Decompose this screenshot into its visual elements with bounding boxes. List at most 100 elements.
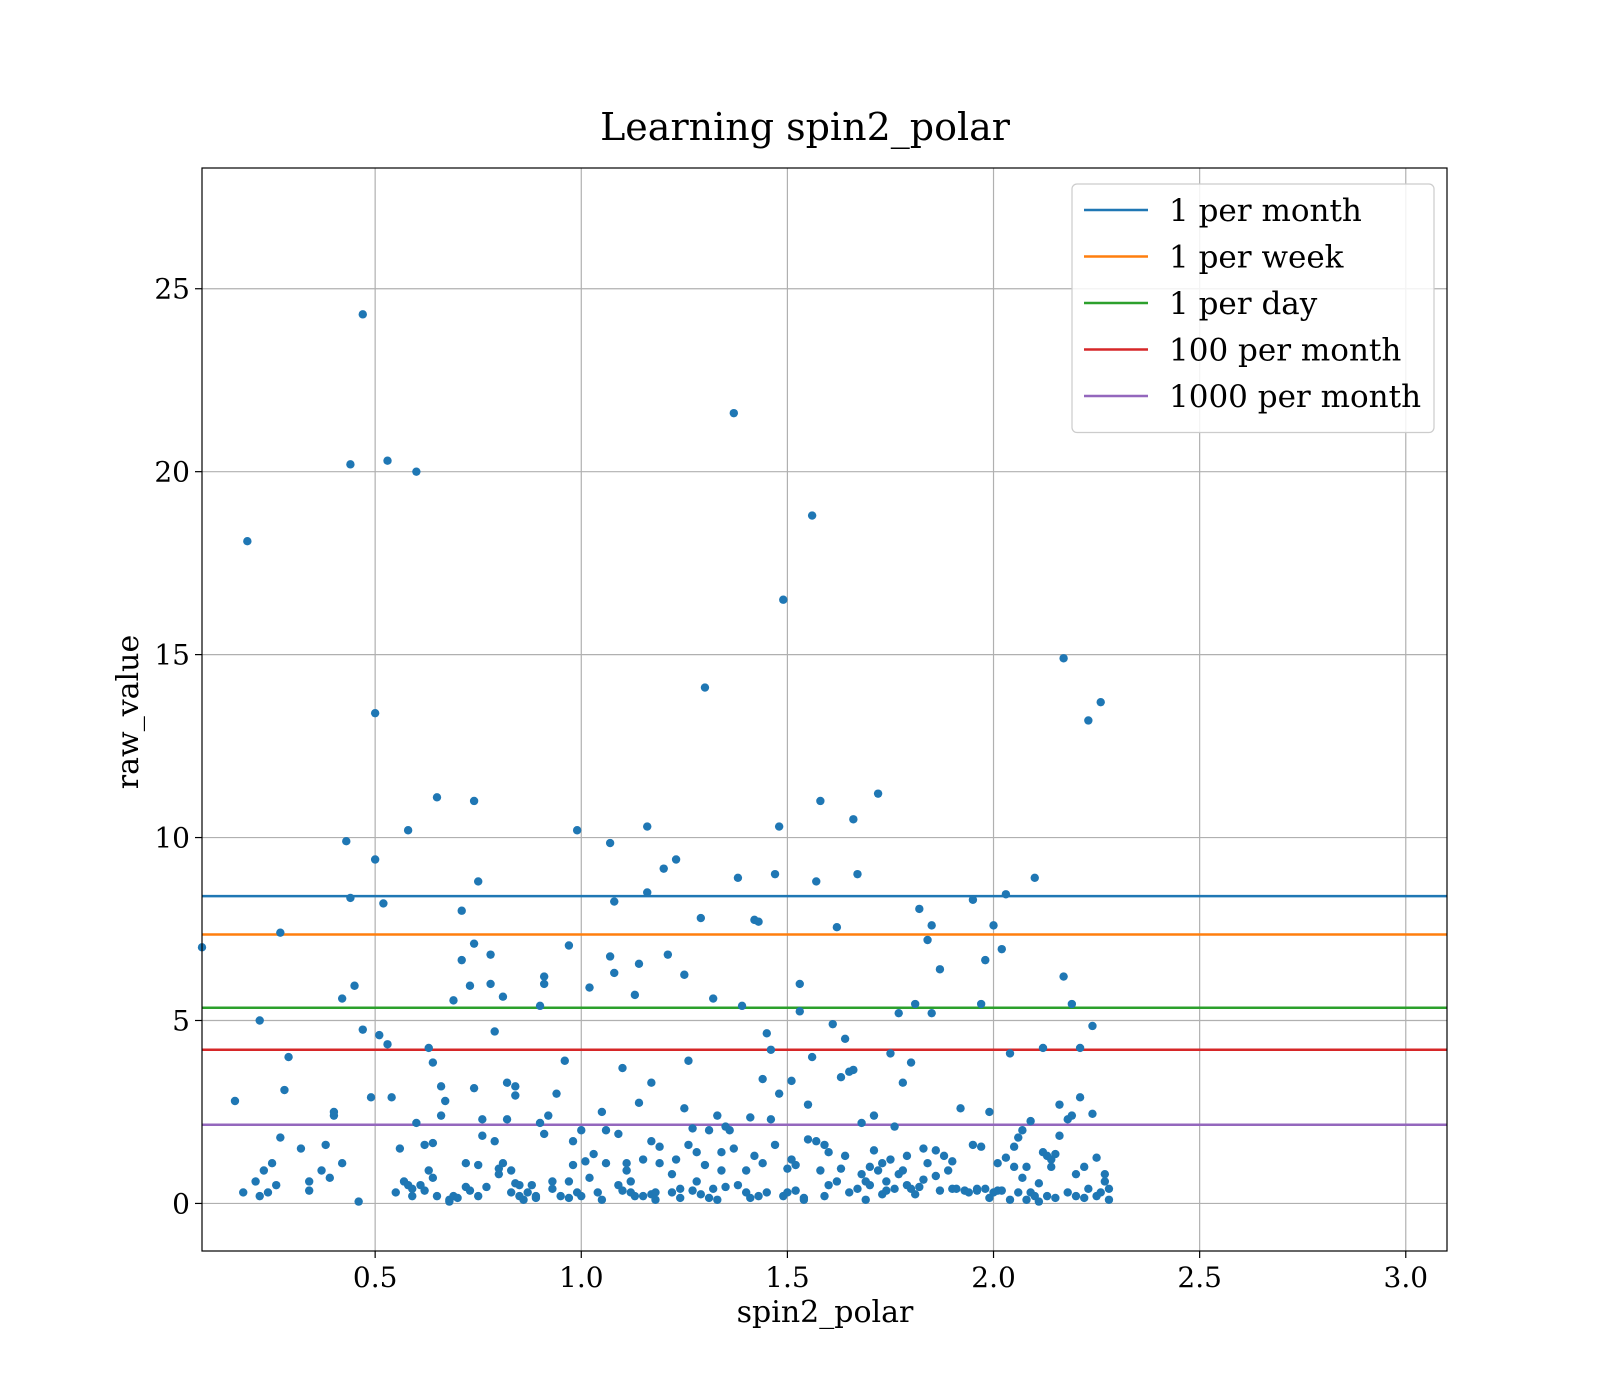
data-point <box>816 1166 825 1175</box>
data-point <box>898 1166 908 1175</box>
data-point <box>935 1186 945 1195</box>
data-point <box>379 899 388 908</box>
data-point <box>878 1158 887 1168</box>
data-point <box>1009 1142 1019 1151</box>
data-point <box>585 1173 594 1183</box>
data-point <box>898 1078 908 1087</box>
data-point <box>791 1186 800 1195</box>
data-point <box>787 1076 796 1086</box>
data-point <box>350 981 359 990</box>
data-point <box>952 1184 961 1194</box>
data-point <box>548 1184 557 1194</box>
data-point <box>754 1191 763 1201</box>
data-point <box>1022 1162 1031 1172</box>
data-point <box>890 1184 899 1194</box>
data-point <box>610 897 619 906</box>
data-point <box>1071 1191 1081 1201</box>
data-point <box>457 906 466 915</box>
y-tick-label: 15 <box>154 639 190 672</box>
data-point <box>412 467 421 476</box>
data-point <box>267 1158 277 1168</box>
data-point <box>511 1082 520 1091</box>
data-point <box>432 793 442 802</box>
data-point <box>296 1144 306 1153</box>
data-point <box>506 1166 516 1175</box>
data-point <box>403 826 413 835</box>
data-point <box>428 1138 438 1148</box>
data-point <box>465 1186 475 1195</box>
data-point <box>643 888 652 897</box>
data-point <box>873 789 883 798</box>
data-point <box>956 1104 965 1113</box>
data-point <box>807 1052 817 1062</box>
data-point <box>729 1144 739 1153</box>
data-point <box>424 1166 433 1175</box>
data-point <box>1104 1195 1114 1204</box>
y-tick-label: 0 <box>172 1187 190 1220</box>
data-point <box>1051 1193 1060 1203</box>
data-point <box>276 1133 285 1142</box>
data-point <box>329 1107 339 1117</box>
data-point <box>375 1030 384 1040</box>
data-point <box>981 955 990 965</box>
data-point <box>498 1158 508 1168</box>
data-point <box>754 917 763 926</box>
plot-frame <box>201 167 1448 1252</box>
data-point <box>614 1129 623 1139</box>
data-point <box>910 999 920 1009</box>
data-point <box>659 864 668 873</box>
data-point <box>325 1173 334 1183</box>
data-point <box>358 310 367 319</box>
data-point <box>919 1175 928 1184</box>
data-point <box>886 1049 895 1058</box>
data-point <box>1096 1188 1105 1197</box>
data-point <box>762 1029 771 1038</box>
threshold-lines <box>202 894 1447 1127</box>
data-point <box>1084 1184 1093 1194</box>
legend-label: 1 per day <box>1169 286 1318 322</box>
data-point <box>733 1180 743 1190</box>
data-point <box>408 1191 417 1201</box>
data-point <box>737 1001 747 1011</box>
data-point <box>1034 1197 1044 1206</box>
data-point <box>506 1188 516 1197</box>
data-point <box>882 1177 891 1186</box>
data-point <box>568 1160 578 1170</box>
data-point <box>849 815 858 824</box>
data-point <box>564 1177 574 1186</box>
data-point <box>337 994 347 1003</box>
data-point <box>865 1162 875 1172</box>
data-point <box>688 1186 697 1195</box>
chart-title: Learning spin2_polar <box>600 105 1011 150</box>
data-point <box>535 1118 545 1128</box>
data-point <box>469 796 479 806</box>
data-point <box>849 1065 858 1075</box>
data-points <box>197 310 1114 1206</box>
y-axis-title: raw_value <box>111 635 146 789</box>
data-point <box>469 1083 479 1093</box>
data-point <box>638 1191 648 1201</box>
data-point <box>696 913 706 923</box>
data-point <box>243 536 252 546</box>
data-point <box>894 1008 903 1018</box>
data-point <box>544 1111 553 1120</box>
data-point <box>836 1073 846 1082</box>
data-point <box>304 1186 314 1195</box>
data-point <box>803 1135 813 1144</box>
data-point <box>799 1193 809 1203</box>
data-point <box>395 1144 405 1153</box>
data-point <box>490 1137 499 1146</box>
x-axis-ticks: 0.5 1.0 1.5 2.0 2.5 3.0 <box>353 1251 1428 1294</box>
data-point <box>605 952 615 961</box>
data-point <box>746 1113 755 1122</box>
data-point <box>886 1155 895 1164</box>
data-point <box>560 1056 569 1065</box>
data-point <box>1001 1153 1011 1162</box>
data-point <box>251 1177 260 1186</box>
data-point <box>358 1025 367 1034</box>
data-point <box>655 1158 664 1168</box>
data-point <box>717 1148 726 1157</box>
data-point <box>1067 999 1077 1009</box>
data-point <box>346 893 355 903</box>
data-point <box>643 822 652 831</box>
